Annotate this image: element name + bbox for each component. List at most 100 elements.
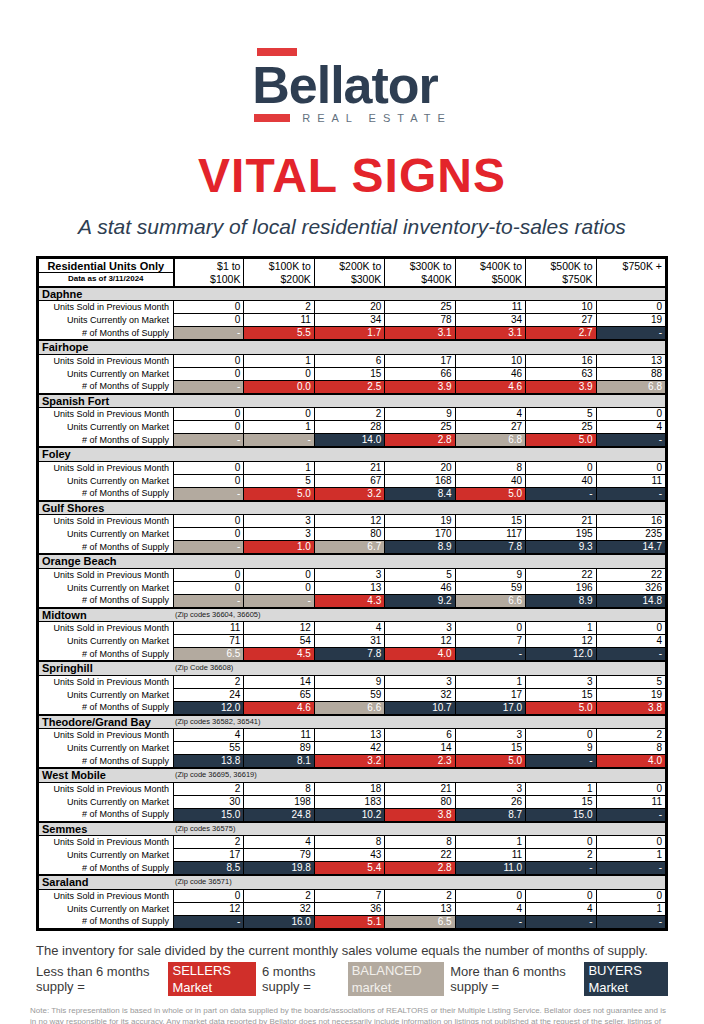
market-cell: 4: [596, 635, 666, 648]
sold-cell: 5: [596, 675, 666, 688]
supply-cell: 15.0: [526, 808, 596, 822]
sold-cell: 0: [174, 889, 244, 902]
supply-cell: 5.5: [244, 327, 314, 341]
sold-cell: 0: [174, 461, 244, 474]
table-row: Units Currently on Market001566466388: [38, 367, 667, 380]
legend-buyers-prefix: More than 6 months supply =: [450, 964, 581, 994]
column-header-line2: $750K: [526, 273, 596, 287]
market-cell: 55: [174, 742, 244, 755]
sold-cell: 2: [174, 836, 244, 849]
market-cell: 15: [314, 367, 384, 380]
supply-cell: 15.0: [174, 808, 244, 822]
brand-logo-block: Bellator REAL ESTATE: [252, 48, 452, 124]
supply-cell: 16.0: [244, 915, 314, 929]
market-cell: 17: [174, 849, 244, 862]
sold-cell: 9: [455, 568, 525, 581]
page-title: VITAL SIGNS: [0, 148, 704, 203]
row-label: Units Sold in Previous Month: [38, 675, 174, 688]
column-header-line2: $200K: [244, 273, 314, 287]
table-row: Units Currently on Market038017011719523…: [38, 528, 667, 541]
supply-cell: -: [526, 487, 596, 501]
brand-subline: REAL ESTATE: [254, 112, 452, 124]
table-row: Units Currently on Market00134659196326: [38, 581, 667, 594]
market-cell: 25: [526, 421, 596, 434]
sold-cell: 11: [174, 622, 244, 635]
supply-cell: 6.5: [385, 915, 455, 929]
row-label: # of Months of Supply: [38, 915, 174, 929]
supply-cell: 3.1: [455, 327, 525, 341]
supply-cell: 14.8: [596, 594, 666, 608]
region-header: Daphne: [38, 287, 667, 301]
region-name: West Mobile: [39, 769, 175, 781]
supply-cell: -: [455, 915, 525, 929]
table-row: Units Sold in Previous Month111243010: [38, 622, 667, 635]
supply-cell: -: [174, 915, 244, 929]
supply-cell: 4.3: [314, 594, 384, 608]
market-cell: 63: [526, 367, 596, 380]
region-name: Midtown: [39, 609, 175, 621]
supply-cell: 8.9: [526, 594, 596, 608]
market-cell: 235: [596, 528, 666, 541]
supply-cell: -: [174, 487, 244, 501]
market-cell: 0: [244, 581, 314, 594]
row-label: Units Currently on Market: [38, 795, 174, 808]
market-cell: 0: [244, 367, 314, 380]
supply-cell: 3.2: [314, 487, 384, 501]
supply-row: # of Months of Supply6.54.57.84.0-12.0-: [38, 648, 667, 662]
row-label: # of Months of Supply: [38, 648, 174, 662]
table-row: Units Currently on Market177943221121: [38, 849, 667, 862]
region-header-row: Daphne: [38, 287, 667, 301]
sold-cell: 11: [455, 301, 525, 314]
column-header-line1: $400K to: [455, 258, 525, 273]
supply-cell: 7.8: [314, 648, 384, 662]
sold-cell: 16: [526, 354, 596, 367]
sold-cell: 3: [314, 568, 384, 581]
buyers-market-badge: BUYERS Market: [584, 962, 668, 996]
market-cell: 22: [385, 849, 455, 862]
market-cell: 32: [385, 688, 455, 701]
market-cell: 170: [385, 528, 455, 541]
supply-cell: 3.9: [385, 380, 455, 394]
sold-cell: 3: [526, 675, 596, 688]
region-header-row: West Mobile(Zip code 36695, 36619): [38, 768, 667, 782]
sold-cell: 0: [596, 408, 666, 421]
sold-cell: 25: [385, 301, 455, 314]
table-corner-title: Residential Units Only: [38, 258, 174, 273]
row-label: Units Currently on Market: [38, 474, 174, 487]
market-cell: 71: [174, 635, 244, 648]
supply-row: # of Months of Supply-5.03.28.45.0--: [38, 487, 667, 501]
brand-logo: Bellator REAL ESTATE: [0, 0, 704, 124]
row-label: # of Months of Supply: [38, 327, 174, 341]
supply-cell: 8.4: [385, 487, 455, 501]
market-cell: 168: [385, 474, 455, 487]
row-label: Units Currently on Market: [38, 742, 174, 755]
supply-cell: 4.6: [244, 701, 314, 715]
supply-cell: 14.7: [596, 541, 666, 555]
sold-cell: 0: [455, 622, 525, 635]
row-label: Units Sold in Previous Month: [38, 836, 174, 849]
supply-cell: -: [596, 648, 666, 662]
sold-cell: 6: [314, 354, 384, 367]
supply-cell: 6.5: [174, 648, 244, 662]
supply-cell: 6.6: [314, 701, 384, 715]
market-cell: 27: [455, 421, 525, 434]
supply-cell: 3.2: [314, 755, 384, 769]
sold-cell: 1: [526, 782, 596, 795]
legend-balanced-prefix: 6 months supply =: [262, 964, 345, 994]
sold-cell: 10: [455, 354, 525, 367]
row-label: Units Sold in Previous Month: [38, 301, 174, 314]
market-cell: 31: [314, 635, 384, 648]
sold-cell: 3: [385, 622, 455, 635]
supply-cell: 2.7: [526, 327, 596, 341]
supply-cell: 6.6: [455, 594, 525, 608]
market-cell: 196: [526, 581, 596, 594]
supply-cell: 19.8: [244, 862, 314, 876]
sold-cell: 12: [244, 622, 314, 635]
market-cell: 0: [174, 528, 244, 541]
supply-cell: 12.0: [526, 648, 596, 662]
disclaimer-note: Note: This representation is based in wh…: [30, 1005, 674, 1024]
supply-cell: -: [596, 487, 666, 501]
sold-cell: 4: [244, 836, 314, 849]
row-label: Units Sold in Previous Month: [38, 354, 174, 367]
region-header: Semmes(Zip codes 36575): [38, 822, 667, 836]
